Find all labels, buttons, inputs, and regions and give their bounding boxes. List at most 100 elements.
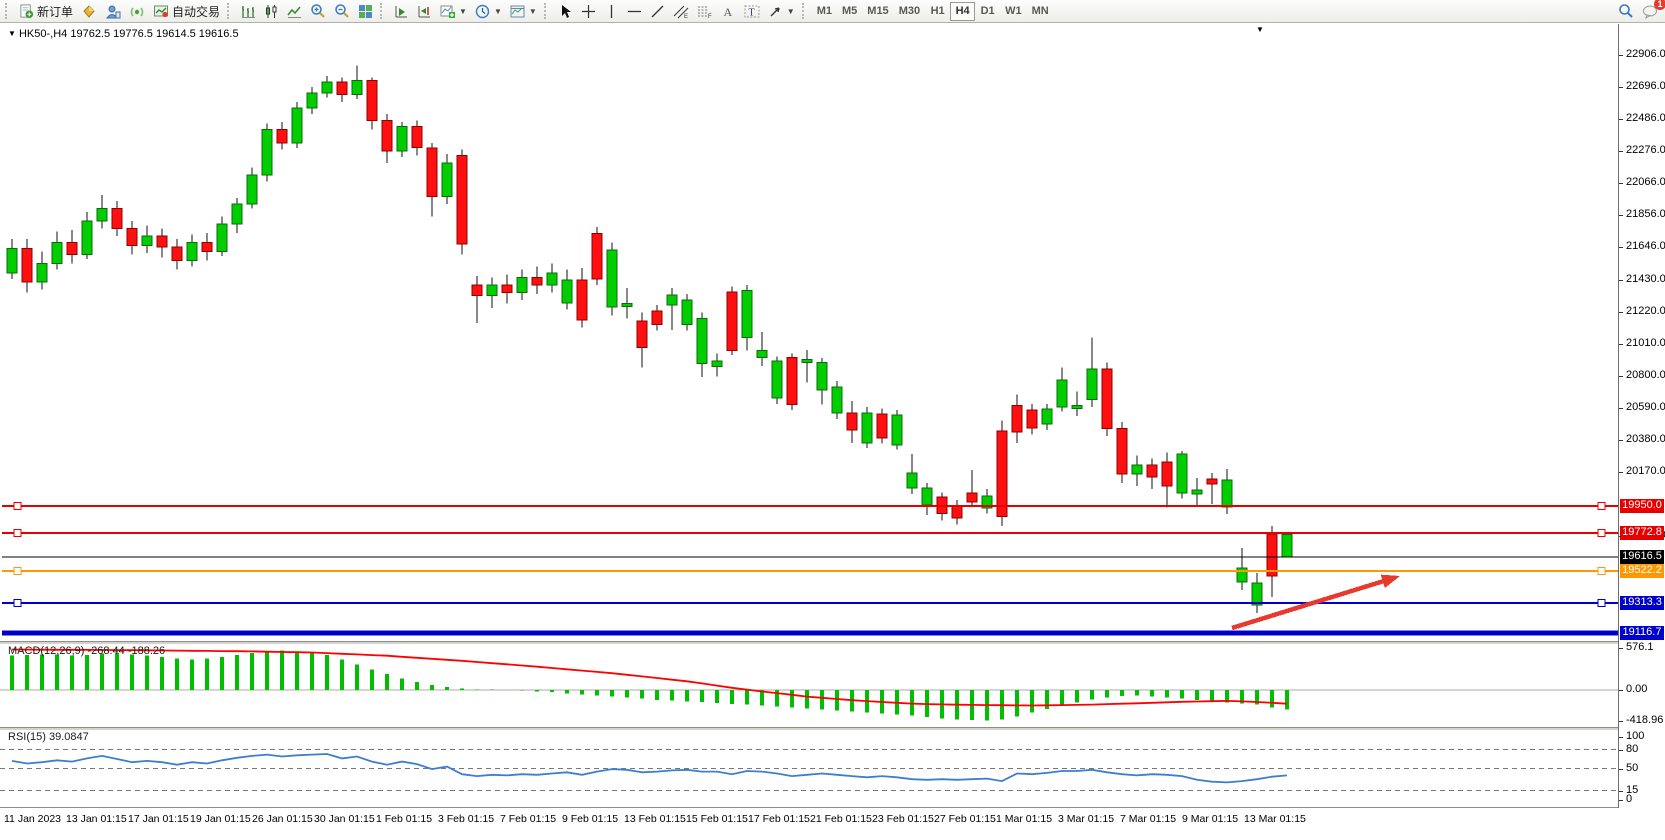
equidistant-channel-button[interactable]: E	[669, 1, 693, 22]
cursor-icon	[561, 4, 571, 18]
zoom-in-button[interactable]	[306, 1, 330, 22]
candle	[771, 356, 783, 404]
candle	[1101, 362, 1113, 436]
date-label: 3 Mar 01:15	[1058, 813, 1115, 825]
timeframe-M30[interactable]: M30	[894, 2, 925, 21]
trendline-button[interactable]	[646, 1, 669, 22]
date-axis[interactable]: 11 Jan 2023 13 Jan 01:15 17 Jan 01:15 19 Ja…	[0, 808, 1665, 840]
candle-body-up	[861, 412, 873, 444]
macd-tick-label: 576.1	[1626, 641, 1654, 653]
pane-separator[interactable]	[0, 727, 1665, 731]
timeframe-W1[interactable]: W1	[1000, 2, 1027, 21]
axis-tick-mark	[1619, 87, 1623, 89]
new-order-button[interactable]: 新订单	[15, 1, 77, 22]
line-chart-icon	[287, 6, 302, 18]
candle	[1266, 526, 1278, 597]
price-line-label-19950.0: 19950.0	[1620, 499, 1664, 513]
candle	[981, 489, 993, 514]
candle	[1221, 469, 1233, 515]
line-drag-handle[interactable]	[1597, 567, 1606, 576]
line-drag-handle[interactable]	[1597, 599, 1606, 608]
metaeditor-button[interactable]	[77, 1, 101, 22]
timeframe-M1[interactable]: M1	[812, 2, 837, 21]
axis-tick-mark	[1619, 472, 1623, 474]
collapse-triangle-icon[interactable]: ▼	[8, 29, 16, 38]
candle-body-up	[1131, 464, 1143, 475]
timeframe-H1[interactable]: H1	[925, 2, 950, 21]
line-drag-handle[interactable]	[1597, 502, 1606, 510]
rsi-pane[interactable]	[0, 729, 1618, 807]
pane-separator[interactable]	[0, 641, 1665, 645]
timeframe-M5[interactable]: M5	[837, 2, 862, 21]
line-drag-handle[interactable]	[13, 502, 22, 510]
candle-body-down	[576, 279, 588, 321]
candle-body-down	[1116, 427, 1128, 475]
line-drag-handle[interactable]	[13, 599, 22, 608]
annotation-arrow-shaft[interactable]	[1231, 577, 1390, 631]
timeframes-menu-button[interactable]: ▼	[471, 1, 506, 22]
candle-body-up	[351, 80, 363, 95]
horizontal-line-button[interactable]	[623, 1, 646, 22]
date-label: 13 Mar 01:15	[1244, 813, 1306, 825]
fibonacci-button[interactable]: F	[693, 1, 717, 22]
arrows-button[interactable]: ▼	[764, 1, 799, 22]
line-chart-button[interactable]	[283, 1, 306, 22]
candle-body-down	[411, 125, 423, 149]
auto-trading-button[interactable]: 自动交易	[149, 1, 224, 22]
text-button[interactable]: A	[717, 1, 740, 22]
candle-body-down	[1101, 368, 1113, 429]
axis-tick-mark	[1619, 119, 1623, 121]
candle	[351, 65, 363, 99]
timeframe-D1[interactable]: D1	[975, 2, 1000, 21]
candle-body-up	[816, 362, 828, 391]
date-label: 30 Jan 01:15	[314, 813, 375, 825]
candle	[891, 410, 903, 450]
auto-scroll-button[interactable]	[390, 1, 413, 22]
axis-tick-mark	[1619, 280, 1623, 282]
candle	[1146, 458, 1158, 490]
candle-body-up	[906, 472, 918, 489]
candlestick-chart-button[interactable]	[260, 1, 283, 22]
profile-button[interactable]	[101, 1, 125, 22]
vertical-line-button[interactable]	[600, 1, 623, 22]
quick-nav-triangle-icon[interactable]: ▼	[1256, 25, 1264, 34]
candle	[246, 167, 258, 209]
signals-button[interactable]	[125, 1, 149, 22]
add-indicator-icon	[440, 5, 456, 18]
chart-shift-button[interactable]	[413, 1, 436, 22]
macd-pane[interactable]	[0, 643, 1618, 727]
line-drag-handle[interactable]	[13, 567, 22, 576]
toolbar-grip[interactable]	[227, 3, 234, 19]
tile-windows-button[interactable]	[354, 1, 377, 22]
line-drag-handle[interactable]	[1597, 529, 1606, 537]
timeframe-MN[interactable]: MN	[1027, 2, 1054, 21]
candle	[921, 483, 933, 516]
candle-body-down	[591, 233, 603, 280]
toolbar-grip[interactable]	[380, 3, 387, 19]
candle-body-down	[111, 208, 123, 229]
timeframe-H4[interactable]: H4	[950, 1, 976, 21]
timeframe-M15[interactable]: M15	[862, 2, 893, 21]
line-drag-handle[interactable]	[13, 529, 22, 537]
toolbar-grip[interactable]	[5, 3, 12, 19]
bar-chart-button[interactable]	[237, 1, 260, 22]
axis-tick-mark	[1619, 344, 1623, 346]
text-label-button[interactable]: T	[740, 1, 764, 22]
notifications-button[interactable]: 1	[1638, 0, 1665, 22]
crosshair-button[interactable]	[577, 1, 600, 22]
annotation-arrow-head[interactable]	[1380, 569, 1402, 589]
zoom-out-button[interactable]	[330, 1, 354, 22]
templates-button[interactable]: ▼	[506, 1, 541, 22]
search-button[interactable]	[1614, 1, 1638, 22]
candle-body-up	[486, 284, 498, 297]
main-chart-pane[interactable]	[0, 24, 1618, 641]
price-axis[interactable]: 22906.0 22696.0 22486.0 22276.0 22066.0 21856…	[1619, 24, 1665, 808]
candle-body-up	[681, 299, 693, 326]
candle	[396, 121, 408, 157]
add-indicator-button[interactable]: ▼	[436, 1, 471, 22]
date-label: 7 Feb 01:15	[500, 813, 557, 825]
toolbar-grip[interactable]	[543, 3, 551, 19]
toolbar-grip[interactable]	[801, 3, 809, 19]
cursor-button[interactable]	[554, 1, 577, 22]
horizontal-line-icon	[627, 10, 641, 12]
